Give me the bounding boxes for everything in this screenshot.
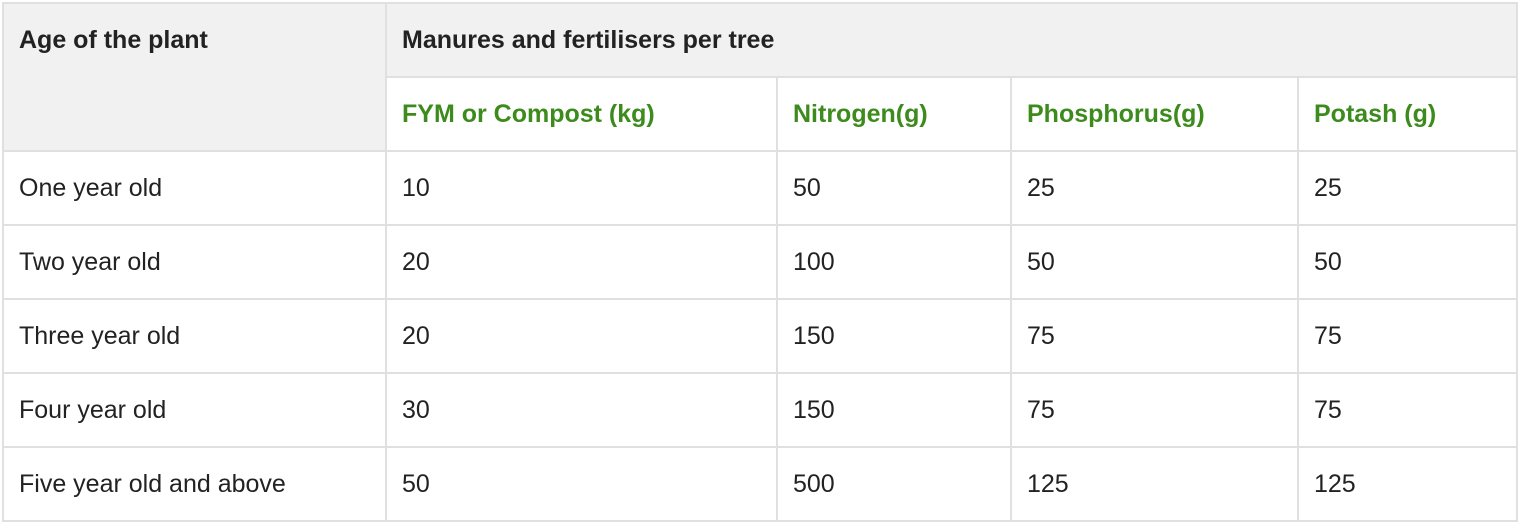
cell-fym: 20 bbox=[385, 224, 778, 300]
cell-fym: 30 bbox=[385, 372, 778, 448]
cell-potash: 75 bbox=[1297, 372, 1518, 448]
cell-potash: 25 bbox=[1297, 150, 1518, 226]
cell-nitrogen: 50 bbox=[776, 150, 1012, 226]
cell-age: Five year old and above bbox=[2, 446, 387, 522]
cell-age: Two year old bbox=[2, 224, 387, 300]
column-header-nitrogen: Nitrogen(g) bbox=[776, 76, 1012, 152]
cell-potash: 125 bbox=[1297, 446, 1518, 522]
cell-potash: 75 bbox=[1297, 298, 1518, 374]
column-header-potash: Potash (g) bbox=[1297, 76, 1518, 152]
cell-age: One year old bbox=[2, 150, 387, 226]
cell-age: Four year old bbox=[2, 372, 387, 448]
column-header-fym: FYM or Compost (kg) bbox=[385, 76, 778, 152]
table-row: Five year old and above 50 500 125 125 bbox=[2, 446, 1518, 522]
table-row: Three year old 20 150 75 75 bbox=[2, 298, 1518, 374]
cell-phosphorus: 75 bbox=[1010, 298, 1299, 374]
cell-phosphorus: 75 bbox=[1010, 372, 1299, 448]
cell-potash: 50 bbox=[1297, 224, 1518, 300]
cell-phosphorus: 50 bbox=[1010, 224, 1299, 300]
cell-phosphorus: 125 bbox=[1010, 446, 1299, 522]
cell-fym: 50 bbox=[385, 446, 778, 522]
table-subheader-row: FYM or Compost (kg) Nitrogen(g) Phosphor… bbox=[3, 76, 1518, 152]
group-header-fertilisers: Manures and fertilisers per tree bbox=[385, 2, 1518, 78]
cell-fym: 20 bbox=[385, 298, 778, 374]
cell-nitrogen: 100 bbox=[776, 224, 1012, 300]
cell-nitrogen: 500 bbox=[776, 446, 1012, 522]
cell-fym: 10 bbox=[385, 150, 778, 226]
table-row: Two year old 20 100 50 50 bbox=[2, 224, 1518, 300]
cell-nitrogen: 150 bbox=[776, 298, 1012, 374]
row-header-age: Age of the plant bbox=[2, 2, 387, 152]
cell-age: Three year old bbox=[2, 298, 387, 374]
cell-nitrogen: 150 bbox=[776, 372, 1012, 448]
column-header-phosphorus: Phosphorus(g) bbox=[1010, 76, 1299, 152]
table-row: One year old 10 50 25 25 bbox=[2, 150, 1518, 226]
cell-phosphorus: 25 bbox=[1010, 150, 1299, 226]
table-header-row: Age of the plant Manures and fertilisers… bbox=[2, 2, 1518, 152]
table-row: Four year old 30 150 75 75 bbox=[2, 372, 1518, 448]
